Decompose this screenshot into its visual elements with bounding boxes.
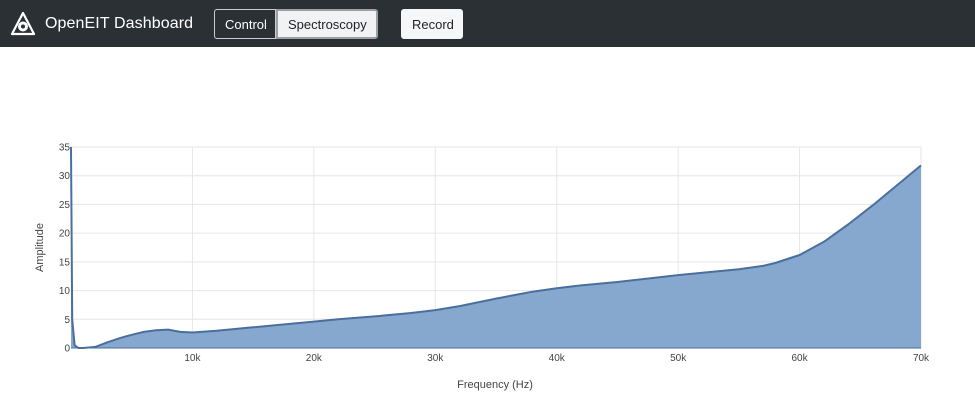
x-tick-label: 50k xyxy=(670,353,687,364)
spectroscopy-chart: 10k 20k 30k 40k 50k 60k 70k 0 5 10 15 20 25 30 35 Fre… xyxy=(34,143,930,392)
y-tick-label: 30 xyxy=(59,171,71,182)
view-tab-group: Control Spectroscopy xyxy=(214,9,378,39)
x-tick-label: 70k xyxy=(913,353,930,364)
amplitude-area xyxy=(71,147,921,348)
x-tick-label: 20k xyxy=(306,353,323,364)
x-tick-label: 40k xyxy=(549,353,566,364)
y-axis-title: Amplitude xyxy=(34,223,46,272)
x-axis-title: Frequency (Hz) xyxy=(457,379,533,391)
openeit-logo-icon xyxy=(10,11,36,37)
y-tick-label: 35 xyxy=(59,143,71,154)
y-tick-label: 0 xyxy=(64,344,70,355)
y-tick-label: 15 xyxy=(59,257,71,268)
x-tick-label: 30k xyxy=(427,353,444,364)
amplitude-line xyxy=(70,146,922,349)
brand[interactable]: OpenEIT Dashboard xyxy=(10,9,193,39)
navbar: OpenEIT Dashboard Control Spectroscopy R… xyxy=(0,0,975,47)
x-axis-ticks: 10k 20k 30k 40k 50k 60k 70k xyxy=(184,353,930,364)
tab-spectroscopy[interactable]: Spectroscopy xyxy=(276,9,378,39)
x-tick-label: 60k xyxy=(792,353,809,364)
tab-control[interactable]: Control xyxy=(214,9,276,39)
app-title: OpenEIT Dashboard xyxy=(45,15,194,32)
y-tick-label: 25 xyxy=(59,200,71,211)
record-button[interactable]: Record xyxy=(401,9,463,39)
y-tick-label: 10 xyxy=(59,286,71,297)
y-tick-label: 20 xyxy=(59,229,71,240)
x-tick-label: 10k xyxy=(184,353,201,364)
y-tick-label: 5 xyxy=(64,315,70,326)
y-axis-ticks: 0 5 10 15 20 25 30 35 xyxy=(59,143,71,355)
